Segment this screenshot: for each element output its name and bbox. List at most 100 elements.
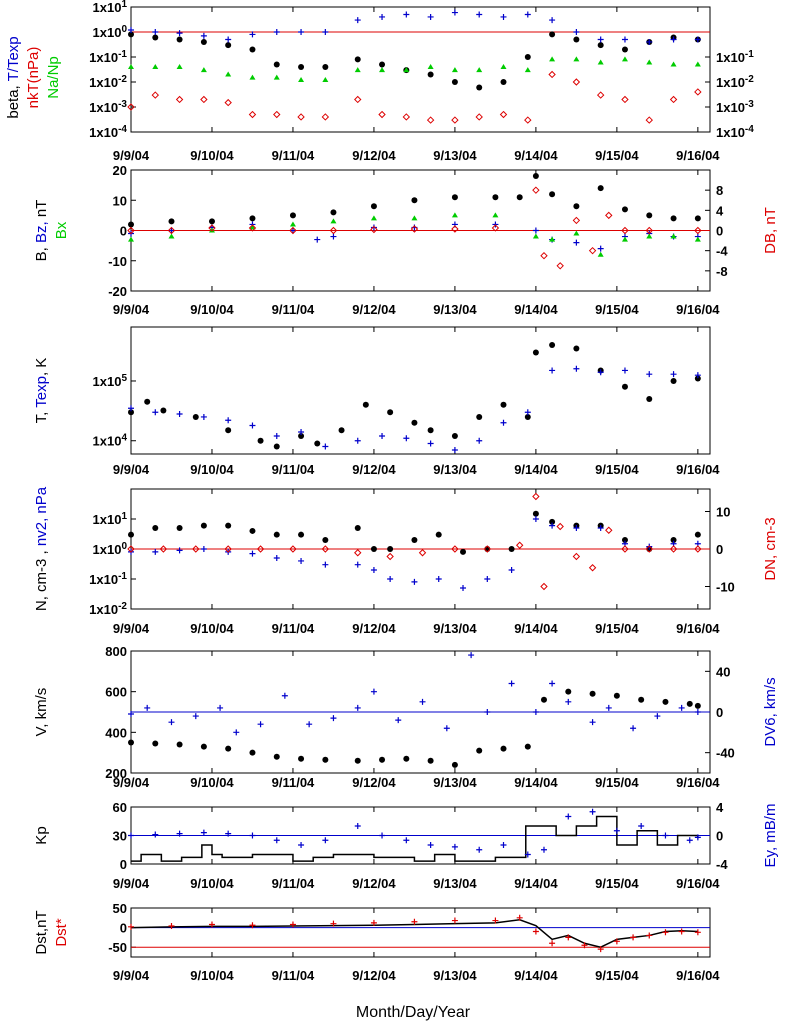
data-point [176,525,183,532]
data-point [694,36,701,43]
data-point [354,561,361,568]
y-axis-title: V, km/s [33,688,50,737]
panel-p4: 1x10-2 1x10-1 1x100 1x101 -10 0 10 9/9/04 9/10/0… [33,486,779,636]
data-point [281,692,288,699]
data-point [573,29,580,35]
data-point [500,63,507,69]
data-point [354,437,361,444]
data-point [160,407,167,414]
data-point [484,546,491,552]
x-tick-label: 9/9/04 [113,148,150,163]
data-point [694,61,701,67]
data-point [549,17,556,24]
data-point [646,38,653,45]
x-tick-label: 9/16/04 [676,775,720,790]
data-point [694,545,702,553]
x-tick-label: 9/12/04 [352,876,396,891]
data-point [257,721,264,728]
data-point [500,79,507,85]
data-point [225,36,232,43]
x-tick-label: 9/13/04 [433,148,477,163]
data-point [451,843,458,850]
data-point [289,226,297,235]
y-axis-title: Bx [53,221,70,239]
x-tick-label: 9/15/04 [595,876,639,891]
data-point [565,688,572,695]
data-point [500,745,507,752]
x-tick-label: 9/11/04 [272,302,315,317]
data-point [605,211,613,220]
data-point [176,741,183,748]
data-point [694,531,701,538]
data-point [322,77,329,83]
data-point [516,194,523,201]
data-point [549,367,556,374]
right-tick-label: -4 [716,244,728,259]
y-tick-label: 1x100 [93,24,128,40]
data-point [249,527,256,534]
series [131,815,699,862]
y-tick-label: 1x100 [93,541,128,557]
data-point [581,942,588,949]
data-point [402,113,411,121]
data-point [225,745,232,752]
data-point [532,186,540,194]
data-point [128,531,134,538]
data-point [646,212,653,219]
data-point [273,29,280,35]
data-point [678,704,685,711]
y-tick-label: 1x105 [93,373,128,389]
data-point [630,934,637,941]
data-point [572,552,581,561]
data-point [298,77,305,83]
data-point [451,761,458,768]
data-point [152,29,159,35]
data-point [556,262,564,270]
right-tick-label: 4 [716,203,724,218]
data-point [379,13,386,20]
data-point [200,546,207,552]
y-tick-label: -20 [108,284,127,299]
y-tick-label: 600 [105,685,127,700]
data-point [532,349,539,356]
data-point [516,914,523,921]
data-point [476,747,483,754]
data-point [411,918,418,925]
data-point [638,823,645,829]
data-point [322,561,329,568]
data-point [597,946,604,953]
data-point [435,576,442,582]
x-tick-label: 9/11/04 [272,968,315,983]
data-point [646,233,653,239]
data-point [524,67,531,73]
y-tick-label: 50 [113,901,127,916]
data-point [128,739,134,746]
y-tick-label: 60 [113,800,127,815]
data-point [492,194,499,201]
data-point [694,236,701,242]
data-point [468,652,475,659]
x-tick-label: 9/12/04 [352,968,396,983]
y-axis-title: Dst* [53,918,70,947]
data-point [588,246,597,255]
data-point [540,582,548,591]
x-tick-label: 9/15/04 [595,621,639,636]
series [128,516,701,592]
series [128,212,701,257]
y-axis-title: N, cm-3 , nv2, nPa [33,486,50,611]
data-point [451,67,458,73]
right-tick-label: 1x10-4 [716,124,754,140]
data-point [354,823,361,829]
y-tick-label: 1x101 [93,0,128,15]
data-point [289,921,296,928]
data-point [589,719,596,726]
x-tick-label: 9/9/04 [113,462,150,477]
x-tick-label: 9/14/04 [514,876,558,891]
data-point [370,215,377,221]
data-point [200,522,207,529]
data-point [249,422,256,429]
series [128,688,701,768]
data-point [460,585,467,592]
x-tick-label: 9/9/04 [113,302,150,317]
data-point [200,413,207,420]
